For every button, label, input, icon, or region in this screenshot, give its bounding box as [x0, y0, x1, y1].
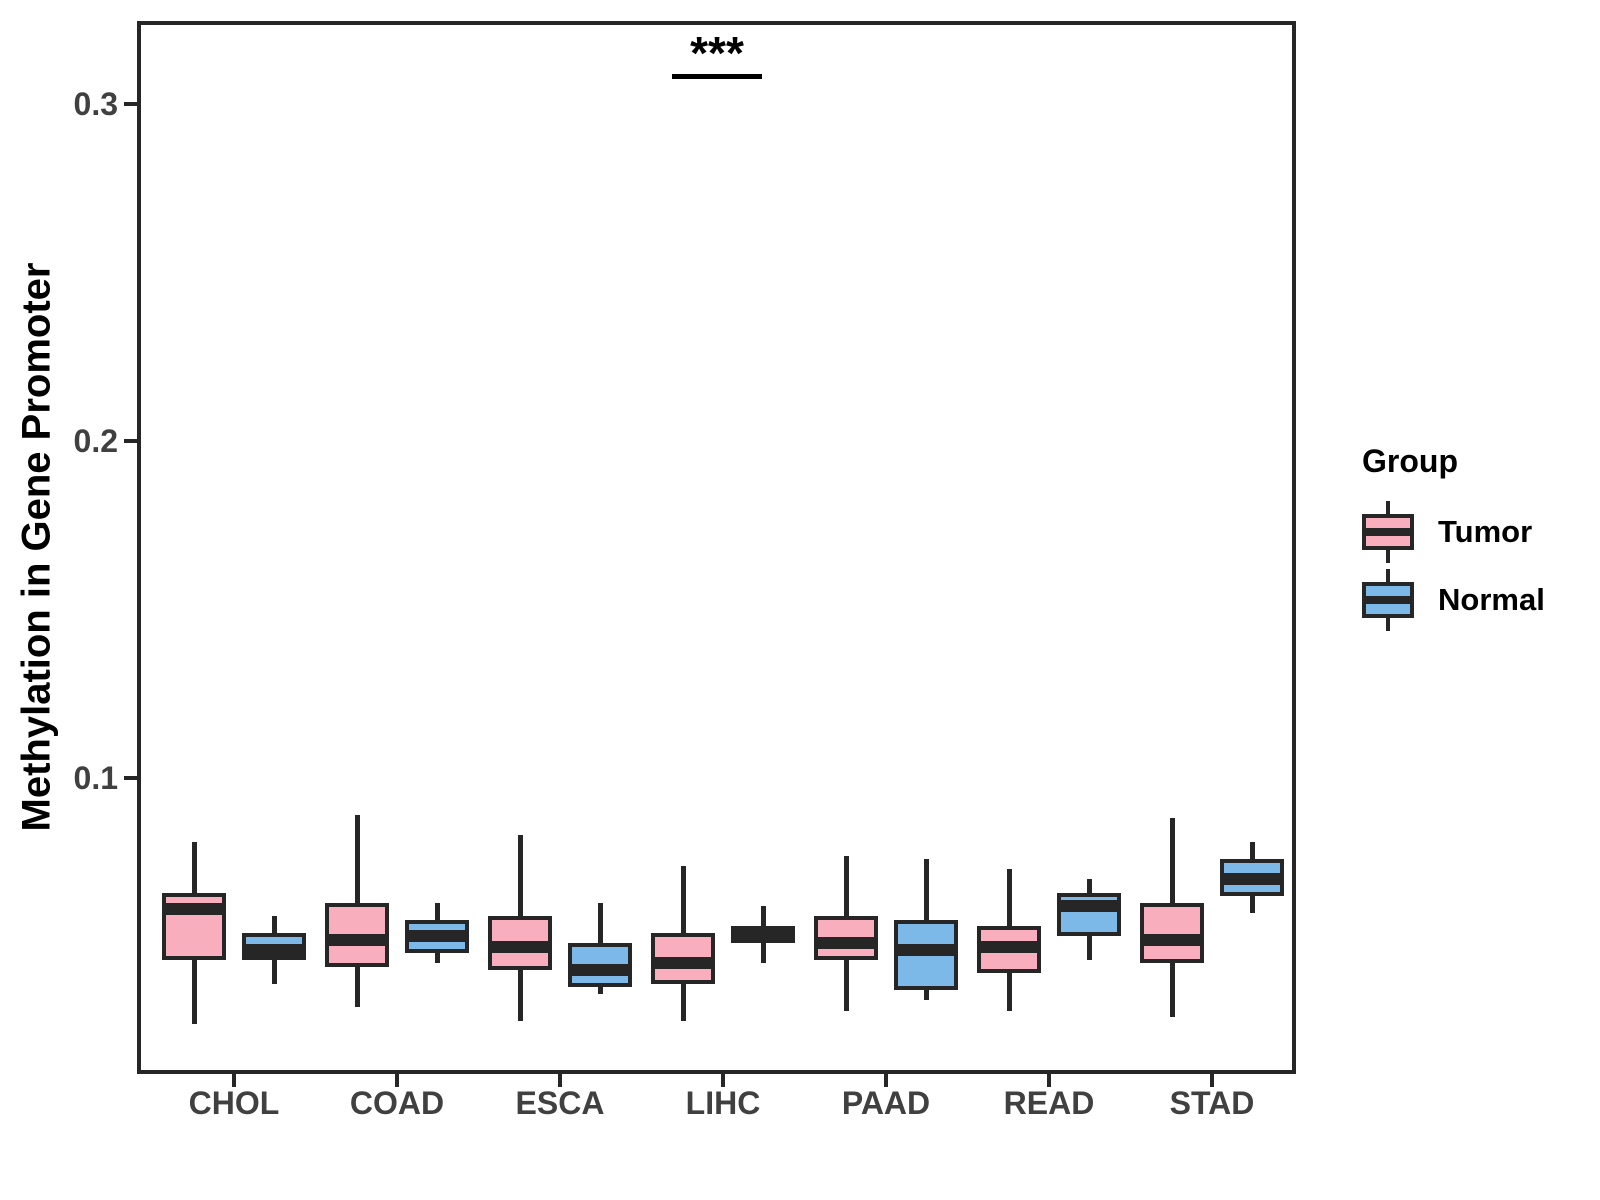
x-tick-STAD: [1210, 1074, 1214, 1087]
y-axis-title: Methylation in Gene Promoter: [14, 262, 59, 832]
y-tick-0.2: [124, 439, 137, 443]
median-Tumor-COAD: [325, 933, 389, 946]
x-tick-LIHC: [721, 1074, 725, 1087]
plot-panel: [137, 21, 1296, 1074]
x-tick-label-STAD: STAD: [1169, 1085, 1255, 1121]
y-tick-label-0.1: 0.1: [73, 760, 118, 796]
median-Normal-STAD: [1220, 873, 1284, 886]
boxplot-glyph-icon: [1362, 569, 1414, 631]
legend-label-tumor: Tumor: [1438, 514, 1533, 549]
y-tick-0.3: [124, 102, 137, 106]
legend-label-normal: Normal: [1438, 582, 1545, 617]
legend: Group Tumor Normal: [1362, 443, 1545, 634]
box-Tumor-STAD: [1140, 902, 1204, 964]
median-Tumor-CHOL: [162, 903, 226, 916]
x-tick-label-ESCA: ESCA: [515, 1085, 605, 1121]
x-tick-label-COAD: COAD: [349, 1085, 445, 1121]
legend-key-normal: Normal: [1362, 566, 1545, 634]
x-tick-label-LIHC: LIHC: [685, 1085, 761, 1121]
x-tick-label-READ: READ: [1003, 1085, 1095, 1121]
median-Normal-ESCA: [568, 964, 632, 977]
x-tick-COAD: [395, 1074, 399, 1087]
median-Normal-LIHC: [731, 930, 795, 943]
median-Normal-PAAD: [894, 943, 958, 956]
x-tick-ESCA: [558, 1074, 562, 1087]
significance-bar: [672, 73, 762, 79]
x-tick-READ: [1047, 1074, 1051, 1087]
median-Tumor-ESCA: [488, 940, 552, 953]
median-Normal-CHOL: [242, 943, 306, 956]
legend-title: Group: [1362, 443, 1458, 479]
x-tick-label-PAAD: PAAD: [841, 1085, 931, 1121]
median-Normal-COAD: [405, 930, 469, 943]
box-Normal-READ: [1057, 892, 1121, 937]
median-Tumor-READ: [977, 940, 1041, 953]
median-Tumor-LIHC: [651, 957, 715, 970]
x-tick-PAAD: [884, 1074, 888, 1087]
legend-key-tumor: Tumor: [1362, 498, 1545, 566]
significance-stars: ***: [690, 26, 744, 79]
boxplot-glyph-icon: [1362, 501, 1414, 563]
median-Tumor-STAD: [1140, 933, 1204, 946]
y-tick-label-0.3: 0.3: [73, 86, 118, 122]
y-tick-label-0.2: 0.2: [73, 423, 118, 459]
median-Tumor-PAAD: [814, 937, 878, 950]
x-tick-CHOL: [232, 1074, 236, 1087]
median-Normal-READ: [1057, 900, 1121, 913]
x-tick-label-CHOL: CHOL: [188, 1085, 280, 1121]
y-tick-0.1: [124, 776, 137, 780]
